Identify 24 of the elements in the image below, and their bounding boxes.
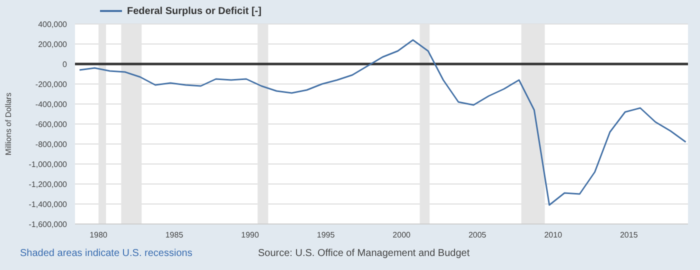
- y-tick-label: 400,000: [38, 20, 68, 29]
- y-tick-label: -600,000: [35, 120, 68, 129]
- y-axis-title: Millions of Dollars: [4, 92, 13, 156]
- x-tick-label: 1995: [316, 230, 336, 240]
- x-tick-label: 1980: [90, 230, 108, 240]
- y-tick-label: -1,600,000: [28, 220, 68, 229]
- line-series: [78, 39, 686, 206]
- x-tick-label: 2010: [544, 230, 563, 240]
- y-tick-label: -1,400,000: [28, 200, 68, 209]
- y-tick-label: 0: [62, 60, 68, 69]
- y-tick-label: -800,000: [35, 140, 68, 149]
- x-tick-label: 2000: [392, 230, 412, 240]
- x-tick-label: 2005: [468, 230, 487, 240]
- x-tick-label: 2015: [620, 230, 638, 240]
- text: Shaded areas indicate U.S. recessions: [20, 248, 192, 259]
- legend-label: Federal Surplus or Deficit [-]: [126, 6, 262, 16]
- x-tick-label: 1990: [241, 230, 260, 240]
- y-tick-label: -1,000,000: [28, 160, 68, 169]
- x-tick-label: 1985: [165, 230, 184, 240]
- y-tick-label: -400,000: [35, 100, 68, 109]
- source-note: Source: U.S. Office of Management and Budget: [258, 248, 470, 259]
- y-tick-label: 200,000: [38, 40, 68, 49]
- y-tick-label: -1,200,000: [28, 180, 68, 189]
- y-tick-label: -200,000: [35, 80, 68, 89]
